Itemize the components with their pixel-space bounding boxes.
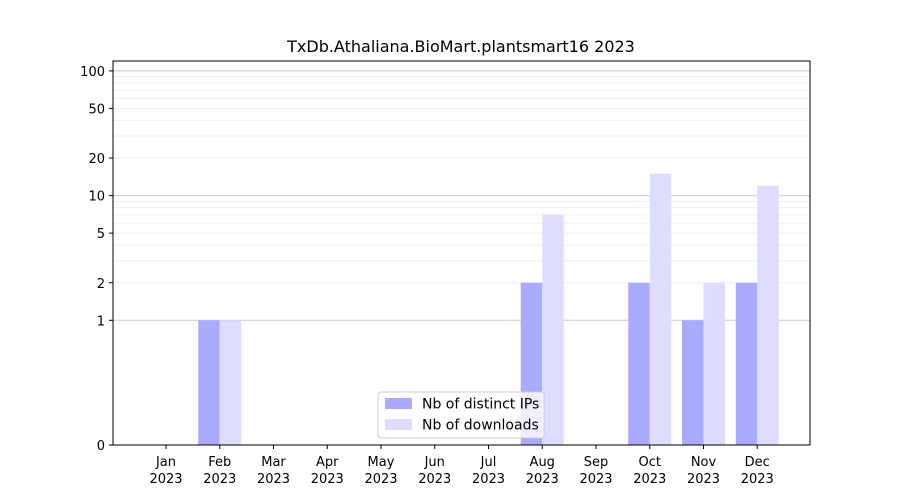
bar-nb-of-downloads-7	[542, 214, 564, 445]
plot-area	[112, 60, 811, 446]
bar-nb-of-distinct-ips-11	[735, 282, 758, 445]
x-tick-label: Apr 2023	[311, 455, 344, 487]
bar-nb-of-downloads-11	[757, 185, 779, 445]
y-tick-label: 10	[88, 190, 105, 205]
legend-label-downloads: Nb of downloads	[422, 418, 539, 434]
bar-nb-of-distinct-ips-9	[628, 282, 650, 445]
legend-frame	[377, 391, 545, 439]
bar-nb-of-distinct-ips-10	[682, 320, 704, 445]
x-tick-label: Jun 2023	[418, 455, 451, 487]
x-tick-label: Feb 2023	[203, 455, 236, 487]
legend-swatch-downloads	[385, 419, 412, 430]
x-tick-label: Nov 2023	[687, 455, 720, 487]
y-tick-label: 50	[88, 102, 105, 117]
y-tick-label: 0	[97, 439, 105, 454]
y-tick-label: 5	[97, 227, 105, 242]
bar-nb-of-downloads-9	[649, 173, 672, 445]
legend: Nb of distinct IPs Nb of downloads	[377, 391, 545, 439]
bar-nb-of-distinct-ips-1	[198, 320, 220, 445]
x-tick-label: Jan 2023	[149, 455, 182, 487]
x-tick-label: Oct 2023	[633, 455, 666, 487]
chart-title: TxDb.Athaliana.BioMart.plantsmart16 2023	[286, 37, 635, 56]
legend-swatch-distinct-ips	[385, 398, 412, 409]
x-tick-label: Mar 2023	[257, 455, 290, 487]
gridlines	[113, 70, 810, 321]
bar-nb-of-downloads-1	[219, 320, 242, 445]
y-tick-label: 1	[97, 314, 105, 329]
x-tick-label: May 2023	[364, 455, 397, 487]
x-tick-label: Dec 2023	[741, 455, 774, 487]
legend-label-distinct-ips: Nb of distinct IPs	[422, 397, 539, 413]
y-tick-label: 100	[80, 65, 105, 80]
x-tick-label: Sep 2023	[579, 455, 612, 487]
x-tick-label: Jul 2023	[472, 455, 505, 487]
bar-nb-of-downloads-10	[703, 282, 725, 445]
y-tick-label: 2	[97, 277, 105, 292]
y-tick-label: 20	[88, 152, 105, 167]
x-tick-label: Aug 2023	[526, 455, 559, 487]
x-axis: Jan 2023 Feb 2023 Mar 2023 Apr 2023 May 2023 Jun 20…	[149, 445, 774, 487]
y-axis: 0 1 2 5 10 20 50 100	[80, 65, 113, 454]
